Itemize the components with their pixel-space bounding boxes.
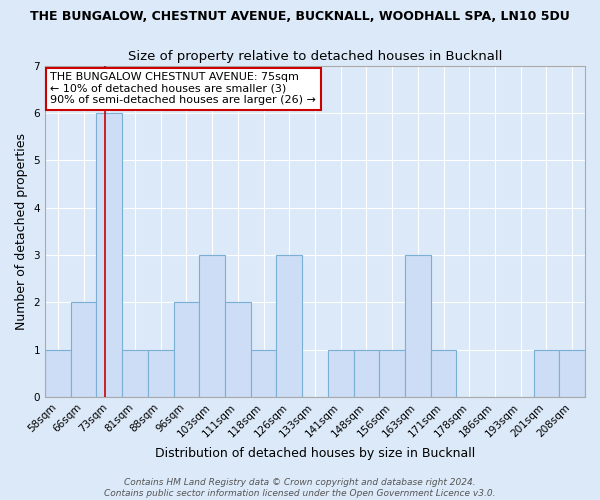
Text: THE BUNGALOW, CHESTNUT AVENUE, BUCKNALL, WOODHALL SPA, LN10 5DU: THE BUNGALOW, CHESTNUT AVENUE, BUCKNALL,… bbox=[30, 10, 570, 23]
Bar bbox=[353, 350, 379, 397]
Bar bbox=[71, 302, 97, 397]
Bar bbox=[45, 350, 71, 397]
Bar bbox=[148, 350, 173, 397]
Bar bbox=[431, 350, 457, 397]
Bar bbox=[277, 255, 302, 397]
Bar bbox=[199, 255, 225, 397]
Bar bbox=[328, 350, 353, 397]
Bar bbox=[173, 302, 199, 397]
Text: Contains HM Land Registry data © Crown copyright and database right 2024.
Contai: Contains HM Land Registry data © Crown c… bbox=[104, 478, 496, 498]
Bar bbox=[405, 255, 431, 397]
Bar bbox=[225, 302, 251, 397]
Bar bbox=[379, 350, 405, 397]
Bar bbox=[251, 350, 277, 397]
Bar bbox=[122, 350, 148, 397]
Y-axis label: Number of detached properties: Number of detached properties bbox=[15, 133, 28, 330]
Bar bbox=[533, 350, 559, 397]
Bar bbox=[97, 113, 122, 397]
Bar bbox=[559, 350, 585, 397]
Text: THE BUNGALOW CHESTNUT AVENUE: 75sqm
← 10% of detached houses are smaller (3)
90%: THE BUNGALOW CHESTNUT AVENUE: 75sqm ← 10… bbox=[50, 72, 316, 106]
X-axis label: Distribution of detached houses by size in Bucknall: Distribution of detached houses by size … bbox=[155, 447, 475, 460]
Title: Size of property relative to detached houses in Bucknall: Size of property relative to detached ho… bbox=[128, 50, 502, 63]
